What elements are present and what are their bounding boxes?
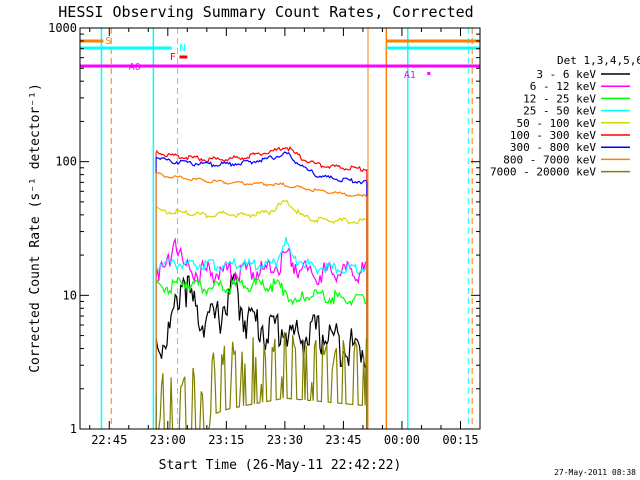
legend-label: 12 - 25 keV — [523, 92, 596, 105]
series-3-6-kev-line — [155, 273, 367, 369]
legend-title: Det 1,3,4,5,6 — [557, 54, 640, 67]
legend-label: 6 - 12 keV — [530, 80, 597, 93]
flag-label: A1 — [404, 70, 416, 81]
legend-label: 50 - 100 keV — [517, 117, 597, 130]
chart-title: HESSI Observing Summary Count Rates, Cor… — [58, 3, 473, 21]
flag-label: F — [170, 52, 176, 63]
x-tick-label: 22:45 — [91, 433, 127, 447]
flag-label: N — [180, 43, 186, 54]
legend-label: 7000 - 20000 keV — [490, 166, 596, 179]
y-tick-label: 100 — [55, 155, 77, 169]
series-50-100-kev-line — [155, 199, 367, 225]
x-tick-label: 23:45 — [325, 433, 361, 447]
y-tick-label: 10 — [63, 288, 77, 302]
series-300-800-kev-line — [156, 151, 367, 185]
footer-timestamp: 27-May-2011 08:38 — [554, 468, 636, 477]
series-800-7000-kev-line — [155, 171, 367, 198]
y-axis-label: Corrected Count Rate (s⁻¹ detector⁻¹) — [28, 83, 43, 373]
flag-label: A0 — [129, 62, 141, 73]
x-tick-label: 00:00 — [384, 433, 420, 447]
plot-frame — [79, 27, 481, 430]
series-25-50-kev-line — [155, 236, 367, 276]
x-tick-label: 23:00 — [150, 433, 186, 447]
series-7000-20000-kev-line — [156, 331, 367, 430]
y-tick-label: 1 — [70, 422, 77, 436]
flag-label: S — [105, 36, 111, 47]
series-12-25-kev-line — [155, 276, 367, 307]
legend-label: 25 - 50 keV — [523, 105, 596, 118]
x-tick-label: 23:30 — [267, 433, 303, 447]
x-tick-label: 23:15 — [208, 433, 244, 447]
legend-label: 100 - 300 keV — [510, 129, 596, 142]
x-tick-label: 00:15 — [442, 433, 478, 447]
y-tick-label: 1000 — [48, 21, 77, 35]
series-6-12-kev-line — [155, 237, 367, 286]
legend-label: 300 - 800 keV — [510, 141, 596, 154]
legend-label: 800 - 7000 keV — [503, 153, 596, 166]
series-100-300-kev-line — [155, 145, 367, 172]
x-axis-label: Start Time (26-May-11 22:42:22) — [159, 458, 402, 473]
attenuator-marker — [427, 72, 431, 75]
legend-label: 3 - 6 keV — [536, 68, 596, 81]
